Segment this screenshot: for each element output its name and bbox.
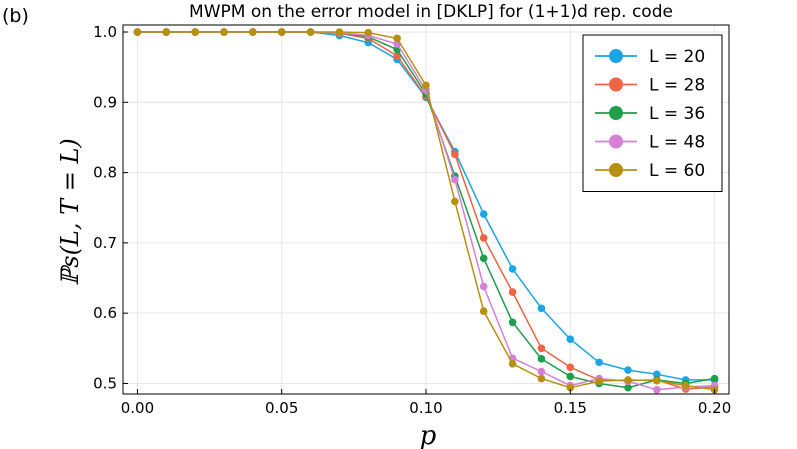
data-point	[220, 28, 228, 36]
legend-label: L = 20	[649, 47, 705, 67]
data-point	[133, 28, 142, 36]
legend-item: L = 20	[595, 47, 705, 67]
legend-label: L = 28	[649, 76, 705, 96]
legend-marker	[609, 163, 623, 177]
data-point	[451, 197, 459, 206]
x-axis-label: p	[420, 421, 437, 449]
series-5	[133, 28, 719, 394]
data-point	[537, 367, 546, 376]
legend-marker	[609, 77, 623, 92]
y-tick-label: 0.8	[93, 164, 117, 182]
x-tick-label: 0.00	[121, 399, 154, 417]
x-tick-label: 0.10	[409, 399, 442, 417]
y-axis-label: ℙs(L, T = L)	[56, 138, 84, 286]
data-point	[595, 358, 603, 367]
data-point	[537, 344, 546, 353]
data-point	[653, 385, 661, 394]
data-point	[624, 383, 632, 392]
tick-labels: 0.00 0.05 0.10 0.15 0.20 0.5 0.6 0.7 0.8 0.9 1.0	[93, 23, 731, 417]
data-point	[537, 355, 546, 363]
data-point	[277, 28, 286, 36]
data-point	[335, 28, 344, 36]
legend-item: L = 36	[595, 104, 705, 124]
x-tick-label: 0.05	[265, 399, 298, 417]
data-point	[624, 376, 632, 384]
data-point	[681, 381, 690, 390]
data-point	[508, 318, 517, 327]
data-point	[566, 363, 575, 372]
x-tick-label: 0.15	[554, 399, 587, 417]
data-point	[566, 372, 575, 381]
data-point	[364, 28, 373, 37]
data-point	[566, 383, 575, 392]
data-point	[393, 52, 401, 60]
data-point	[537, 374, 546, 383]
y-tick-label: 0.7	[93, 234, 117, 252]
data-point	[508, 359, 517, 368]
legend-marker	[609, 134, 623, 149]
data-point	[393, 34, 401, 43]
legend-label: L = 48	[649, 133, 705, 153]
data-point	[508, 288, 517, 296]
data-point	[508, 265, 517, 273]
data-point	[451, 175, 459, 184]
legend-label: L = 36	[649, 104, 705, 124]
legend-item: L = 60	[595, 161, 705, 181]
plot-area	[133, 28, 719, 394]
data-point	[653, 370, 661, 379]
legend: L = 20 L = 28 L = 36 L = 48 L = 60	[582, 34, 723, 192]
data-point	[479, 254, 488, 263]
data-point	[479, 282, 488, 291]
data-point	[249, 28, 257, 36]
y-tick-label: 0.9	[93, 93, 117, 111]
y-tick-label: 1.0	[93, 23, 117, 41]
data-point	[653, 376, 661, 385]
data-point	[191, 28, 199, 36]
data-point	[595, 377, 603, 386]
y-tick-label: 0.6	[93, 304, 117, 322]
data-point	[422, 81, 430, 90]
data-point	[451, 150, 459, 159]
legend-item: L = 28	[595, 76, 705, 96]
y-tick-label: 0.5	[93, 374, 117, 392]
data-point	[479, 234, 488, 242]
legend-label: L = 60	[649, 161, 705, 181]
panel-label: (b)	[2, 5, 29, 27]
data-point	[479, 210, 488, 218]
legend-marker	[609, 49, 623, 63]
x-tick-label: 0.20	[698, 399, 731, 417]
chart-title: MWPM on the error model in [DKLP] for (1…	[189, 2, 673, 22]
data-point	[479, 307, 488, 315]
data-point	[537, 304, 546, 313]
data-point	[306, 28, 315, 36]
data-point	[624, 366, 632, 374]
legend-item: L = 48	[595, 133, 705, 153]
legend-marker	[609, 106, 623, 120]
data-point	[566, 335, 575, 343]
data-point	[162, 28, 171, 36]
data-point	[710, 374, 719, 383]
